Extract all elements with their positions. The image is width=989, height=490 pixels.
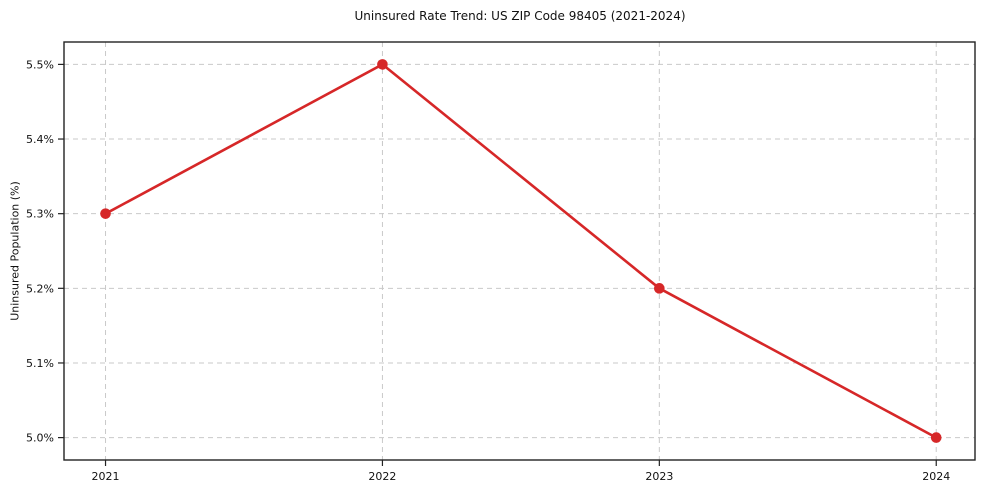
plot-border bbox=[63, 41, 976, 461]
y-tick-label: 5.1% bbox=[26, 357, 54, 370]
y-tick-label: 5.2% bbox=[26, 282, 54, 295]
y-tick-label: 5.3% bbox=[26, 208, 54, 221]
chart-title: Uninsured Rate Trend: US ZIP Code 98405 … bbox=[354, 9, 686, 23]
y-tick-label: 5.0% bbox=[26, 432, 54, 445]
y-tick-label: 5.4% bbox=[26, 133, 54, 146]
x-tick-label: 2021 bbox=[92, 470, 120, 483]
data-point bbox=[930, 432, 942, 443]
y-tick-label: 5.5% bbox=[26, 58, 54, 71]
x-tick-label: 2022 bbox=[368, 470, 396, 483]
x-tick-label: 2023 bbox=[645, 470, 673, 483]
x-tick-label: 2024 bbox=[922, 470, 950, 483]
data-point bbox=[654, 283, 665, 294]
data-point bbox=[100, 208, 111, 219]
trend-line bbox=[104, 63, 938, 439]
data-point bbox=[377, 59, 388, 70]
